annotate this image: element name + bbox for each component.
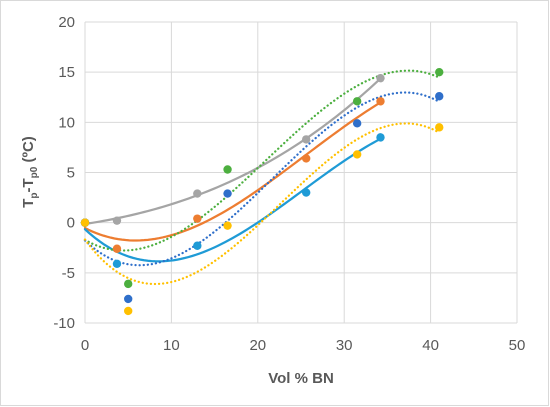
data-point-1-4 [376,97,385,106]
trendline-2 [83,137,382,263]
data-point-5-1 [124,306,133,316]
x-tick-label: 30 [336,337,353,354]
y-title-unit: (ºC) [20,136,37,166]
x-axis-title: Vol % BN [268,370,334,387]
y-title-sub-p0: p0 [29,166,40,178]
data-point-3-3 [352,97,362,106]
data-point-3-4 [435,67,444,77]
data-point-3-2 [223,165,232,174]
trendline-4 [83,91,441,267]
trendline-3 [83,69,441,252]
data-point-4-2 [223,189,232,198]
y-title-t: T [20,199,37,208]
y-tick-labels: -10 -5 0 5 10 15 20 [53,14,75,332]
data-point-1-1 [112,244,122,253]
data-point-5-2 [223,221,232,230]
data-point-3-1 [124,279,133,289]
data-point-5-4 [435,123,444,132]
x-tick-label: 40 [422,337,439,354]
data-point-4-3 [352,119,362,128]
data-point-1-2 [193,214,202,223]
y-tick-label: 15 [58,64,75,81]
data-point-0-1 [112,216,122,225]
data-point-4-1 [124,294,133,304]
y-tick-label: 10 [58,114,75,131]
data-point-2-1 [112,259,122,269]
y-tick-label: 20 [58,14,75,31]
data-point-1-3 [301,154,311,163]
trendlines [83,69,441,286]
data-point-0-3 [301,135,311,144]
x-tick-label: 50 [509,337,526,354]
data-point-0-4 [376,73,385,83]
data-point-2-4 [376,133,385,142]
x-tick-label: 10 [163,337,180,354]
data-point-4-4 [435,92,444,101]
y-tick-label: -5 [62,265,75,282]
y-tick-label: -10 [53,315,75,332]
y-title-mid: -T [20,178,37,192]
x-tick-label: 0 [81,337,89,354]
data-point-0-2 [193,189,202,198]
x-tick-labels: 0 10 20 30 40 50 [81,337,526,354]
data-point-2-2 [193,241,202,250]
trendline-0 [83,77,382,226]
y-tick-label: 0 [67,215,75,232]
gridlines [84,21,518,324]
y-axis-title: Tp-Tp0 (ºC) [20,136,40,208]
y-title-sub-p: p [29,193,40,199]
y-tick-label: 5 [67,165,75,182]
trendline-1 [83,101,382,242]
data-point-5-3 [352,150,362,159]
trendline-5 [83,122,441,286]
x-tick-label: 20 [249,337,266,354]
data-points [80,67,444,316]
data-point-2-3 [301,188,311,197]
data-point-5-0 [80,218,90,227]
